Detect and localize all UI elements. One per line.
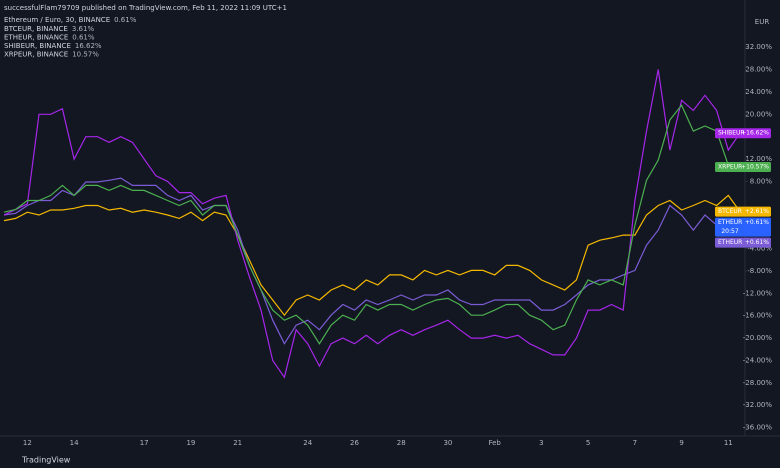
currency: EUR [755,18,770,26]
series-line [3,194,741,317]
x-tick-label: 19 [186,439,195,447]
x-tick-label: 21 [233,439,242,447]
legend-change: 10.57% [72,51,99,59]
y-tick-label: -16.00% [743,312,773,320]
x-tick-label: Feb [488,439,501,447]
x-tick-label: 11 [724,439,733,447]
tag-symbol: XRPEUR [718,164,742,171]
x-tick-label: 5 [586,439,590,447]
tag-change: +0.61% [745,239,769,246]
y-tick-label: 24.00% [745,88,772,96]
x-tick-label: 24 [303,439,312,447]
x-tick-label: 17 [140,439,149,447]
legend-change: 16.62% [75,42,102,50]
tag-change: +0.61% [745,219,769,226]
price-tag [715,162,771,173]
legend-change: 0.61% [72,34,95,42]
logo: TradingView [21,456,71,465]
publisher: successfulFlam79709 published on Trading… [4,4,287,12]
tag-symbol: ETHEUR [718,239,742,246]
legend: Ethereum / Euro, 30, BINANCE 0.61% BTCEUR,… [4,16,137,59]
x-tick-label: 12 [23,439,32,447]
y-tick-label: -12.00% [743,289,773,297]
x-tick-label: 30 [443,439,452,447]
legend-entry: ETHEUR, BINANCE [4,34,68,42]
price-tag [715,217,771,237]
tag-symbol: SHIBEUR [718,130,745,137]
tag-symbol: BTCEUR [718,208,742,215]
tag-change: +10.57% [741,164,769,171]
legend-entry: XRPEUR, BINANCE [4,51,68,59]
tag-symbol: ETHEUR [718,219,742,226]
series-line [3,69,741,379]
x-tick-label: 28 [397,439,406,447]
x-tick-label: 9 [679,439,683,447]
y-tick-label: -36.00% [743,424,773,432]
countdown: 20:57 [721,228,738,235]
price-tag [715,206,771,217]
legend-entry: SHIBEUR, BINANCE [4,42,71,50]
x-tick-label: 3 [539,439,543,447]
legend-change: 0.61% [114,16,137,24]
y-tick-label: -4.00% [747,245,772,253]
price-tag [715,128,771,139]
x-tick-label: 26 [350,439,359,447]
series-line [3,177,741,345]
price-tag [715,237,771,248]
tag-change: +16.62% [741,130,769,137]
y-tick-label: -24.00% [743,356,773,364]
y-tick-label: 32.00% [745,43,772,51]
y-tick-label: -20.00% [743,334,773,342]
y-tick-label: 12.00% [745,155,772,163]
y-tick-label: -32.00% [743,401,773,409]
y-tick-label: -8.00% [747,267,772,275]
y-tick-label: -28.00% [743,379,773,387]
y-tick-label: 20.00% [745,110,772,118]
legend-entry: BTCEUR, BINANCE [4,25,68,33]
x-tick-label: 7 [633,439,637,447]
series-line [3,104,741,345]
y-tick-label: 8.00% [750,177,773,185]
y-tick-label: 28.00% [745,66,772,74]
legend-main: Ethereum / Euro, 30, BINANCE [4,16,110,24]
legend-change: 3.61% [72,25,95,33]
tag-change: +2.61% [745,208,769,215]
x-tick-label: 14 [70,439,79,447]
